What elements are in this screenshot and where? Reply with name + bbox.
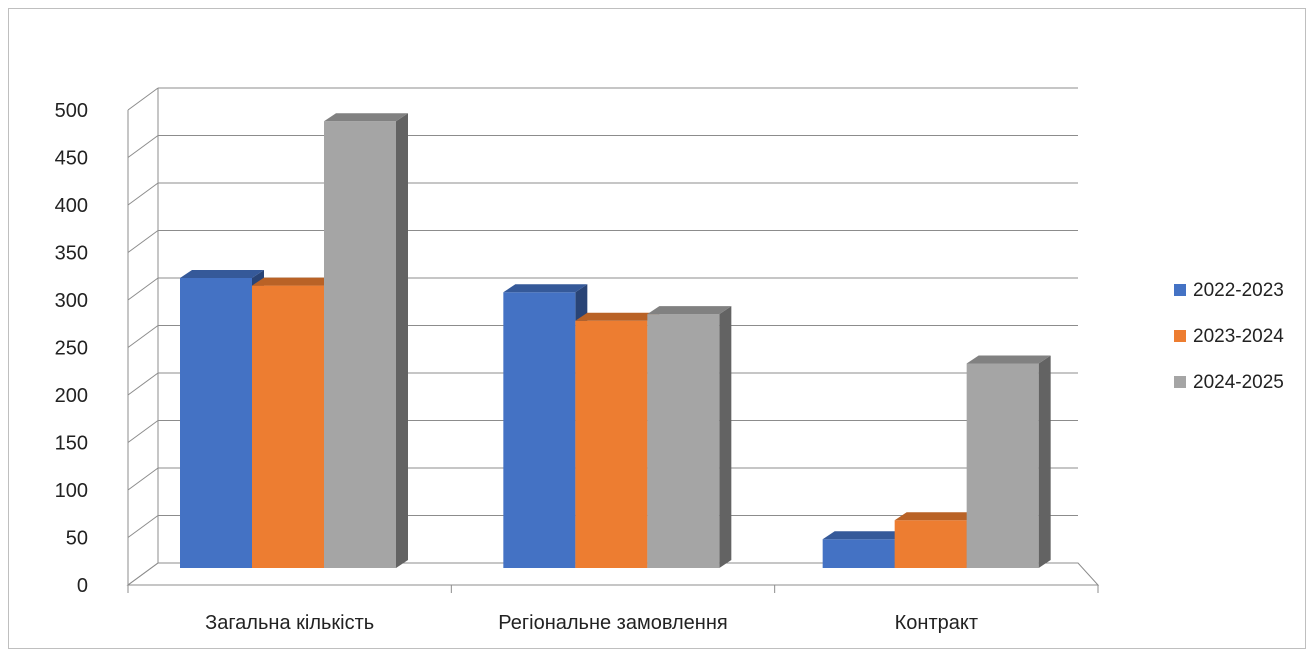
legend-swatch: [1174, 376, 1186, 388]
side-wall-gridline: [127, 230, 159, 253]
bar: [575, 320, 648, 568]
y-tick-label: 250: [55, 338, 88, 360]
x-category-label: Регіональне замовлення: [498, 612, 727, 634]
x-category-label: Загальна кількість: [205, 612, 374, 634]
bar-side: [1038, 355, 1051, 568]
y-tick-label: 500: [55, 100, 88, 122]
bar: [252, 285, 324, 568]
bar: [324, 121, 396, 568]
legend-label: 2023-2024: [1193, 326, 1284, 347]
bar-top: [252, 277, 336, 286]
y-tick-label: 100: [55, 480, 88, 502]
side-wall-gridline: [127, 467, 159, 491]
side-wall-gridline: [127, 562, 159, 586]
bar-top: [324, 113, 408, 122]
legend-label: 2024-2025: [1193, 372, 1284, 393]
y-tick-label: 350: [55, 243, 88, 265]
bar: [822, 539, 895, 568]
side-wall-gridline: [127, 515, 159, 538]
side-wall-gridline: [127, 420, 159, 443]
bar: [180, 278, 252, 568]
y-tick-label: 300: [55, 290, 88, 312]
y-tick-label: 400: [55, 195, 88, 217]
legend: 2022-2023 2023-2024 2024-2025: [1174, 280, 1284, 393]
y-tick-label: 450: [55, 148, 88, 170]
axis-labels: 0 50 100 150 200 250 300 350 400 450 500 Загальна к…: [55, 100, 978, 634]
bar-top: [894, 512, 979, 521]
side-wall-gridline: [127, 372, 159, 396]
legend-swatch: [1174, 284, 1186, 296]
bar: [503, 292, 576, 568]
y-tick-label: 0: [77, 575, 88, 597]
side-wall-gridline: [127, 135, 159, 158]
bar: [894, 520, 967, 568]
bar: [647, 314, 720, 568]
bar-side: [396, 113, 408, 568]
bar-top: [822, 531, 907, 540]
bars: [180, 113, 1051, 568]
y-tick-label: 200: [55, 385, 88, 407]
y-tick-label: 50: [66, 528, 88, 550]
bar-top: [647, 306, 732, 315]
bar-top: [966, 355, 1051, 364]
side-wall-gridline: [127, 277, 159, 301]
side-wall-gridline: [127, 87, 159, 111]
bar-side: [719, 306, 732, 568]
x-category-label: Контракт: [895, 612, 978, 634]
axes: [127, 88, 1099, 593]
side-wall-gridline: [127, 325, 159, 348]
bar: [966, 363, 1039, 568]
bar-top: [503, 284, 588, 293]
y-tick-label: 150: [55, 433, 88, 455]
side-wall-gridline: [127, 182, 159, 206]
bar-top: [180, 270, 264, 278]
legend-label: 2022-2023: [1193, 280, 1284, 301]
legend-swatch: [1174, 330, 1186, 342]
bar-top: [575, 312, 660, 321]
